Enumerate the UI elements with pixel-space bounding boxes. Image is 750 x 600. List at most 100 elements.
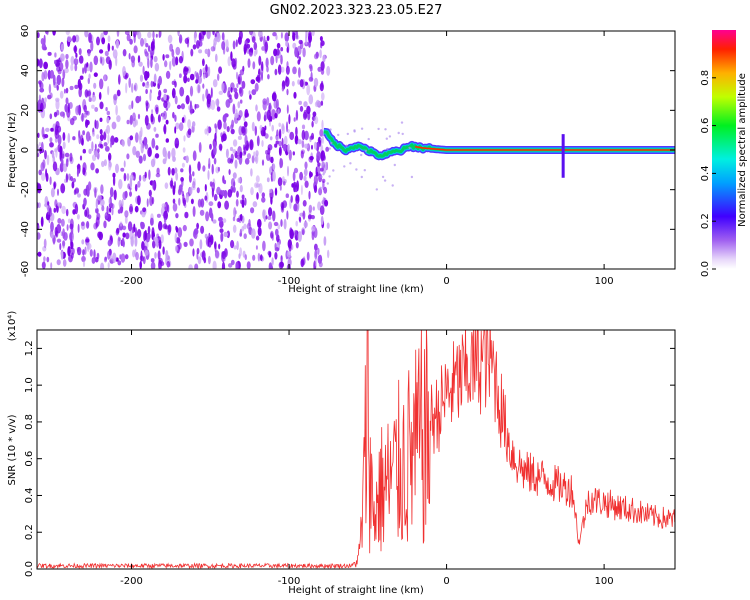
noise-blob <box>139 74 144 83</box>
noise-blob <box>116 89 121 97</box>
noise-blob <box>194 263 199 269</box>
spectrogram-y-axis-label: Frequency (Hz) <box>7 112 18 188</box>
noise-blob <box>40 102 44 113</box>
noise-blob <box>304 180 309 188</box>
noise-blob <box>120 167 125 172</box>
noise-blob <box>320 100 324 106</box>
onset-speckle <box>367 137 370 141</box>
noise-blob <box>209 236 214 244</box>
noise-blob <box>243 223 247 230</box>
noise-blob <box>154 252 157 259</box>
noise-blob <box>189 85 194 97</box>
noise-blob <box>295 220 299 227</box>
noise-blob <box>142 207 147 213</box>
noise-blob <box>252 201 258 208</box>
onset-speckle <box>360 127 364 130</box>
noise-blob <box>131 83 134 93</box>
noise-blob <box>147 147 152 158</box>
noise-blob <box>50 127 54 132</box>
noise-blob <box>104 256 107 261</box>
noise-blob <box>69 118 75 126</box>
noise-blob <box>163 100 168 109</box>
noise-blob <box>109 254 113 261</box>
noise-blob <box>136 229 142 239</box>
noise-blob <box>180 177 185 182</box>
noise-blob <box>215 124 218 135</box>
noise-blob <box>104 146 110 152</box>
noise-blob <box>215 53 218 63</box>
onset-speckle <box>337 133 340 137</box>
noise-blob <box>70 63 74 72</box>
noise-blob <box>105 107 108 112</box>
noise-blob <box>251 155 255 164</box>
noise-blob <box>124 210 129 218</box>
noise-blob <box>270 156 274 164</box>
noise-blob <box>134 132 139 143</box>
noise-blob <box>239 99 243 104</box>
noise-blob <box>68 102 73 109</box>
noise-blob <box>291 80 295 87</box>
noise-blob <box>178 242 182 250</box>
noise-blob <box>95 207 99 214</box>
noise-blob <box>230 124 234 131</box>
noise-blob <box>236 218 241 222</box>
spectrogram-x-tick-label: -100 <box>278 276 301 287</box>
noise-blob <box>40 38 45 45</box>
noise-blob <box>139 135 142 145</box>
noise-blob <box>309 156 314 161</box>
snr-x-tick-label: -100 <box>278 576 301 587</box>
noise-blob <box>217 73 220 81</box>
noise-blob <box>79 82 83 91</box>
noise-blob <box>178 184 183 193</box>
noise-blob <box>65 158 69 168</box>
noise-blob <box>56 259 61 266</box>
noise-blob <box>232 40 236 50</box>
noise-blob <box>282 200 288 209</box>
noise-blob <box>126 33 131 42</box>
onset-speckle <box>326 182 329 185</box>
noise-blob <box>89 61 93 73</box>
noise-blob <box>261 192 265 198</box>
noise-blob <box>301 229 305 236</box>
noise-blob <box>61 218 65 227</box>
noise-blob <box>174 167 178 174</box>
onset-speckle <box>375 188 378 191</box>
noise-blob <box>56 84 59 91</box>
noise-blob <box>196 83 201 94</box>
noise-blob <box>311 225 316 232</box>
noise-blob <box>148 189 152 197</box>
noise-blob <box>174 114 177 123</box>
noise-blob <box>99 129 103 135</box>
noise-blob <box>172 111 175 119</box>
noise-blob <box>221 32 225 41</box>
noise-blob <box>152 38 155 46</box>
noise-blob <box>178 122 184 132</box>
noise-blob <box>97 194 102 201</box>
noise-blob <box>119 221 123 227</box>
noise-blob <box>83 112 88 118</box>
noise-blob <box>153 236 156 242</box>
noise-blob <box>88 148 92 154</box>
noise-blob <box>255 150 259 157</box>
noise-blob <box>212 79 218 88</box>
noise-blob <box>235 199 239 207</box>
noise-blob <box>256 192 259 200</box>
noise-blob <box>67 132 71 144</box>
noise-blob <box>113 189 117 201</box>
noise-blob <box>107 250 111 260</box>
noise-blob <box>60 183 66 194</box>
noise-blob <box>192 206 196 217</box>
noise-blob <box>155 173 161 178</box>
noise-blob <box>302 47 306 58</box>
noise-blob <box>263 215 266 222</box>
noise-blob <box>131 60 135 68</box>
noise-blob <box>300 150 304 159</box>
noise-blob <box>321 135 324 145</box>
noise-blob <box>144 171 147 179</box>
noise-blob <box>175 225 178 231</box>
noise-blob <box>308 204 313 213</box>
noise-blob <box>318 261 323 268</box>
noise-blob <box>288 244 292 252</box>
noise-blob <box>132 146 137 156</box>
noise-blob <box>246 261 251 269</box>
